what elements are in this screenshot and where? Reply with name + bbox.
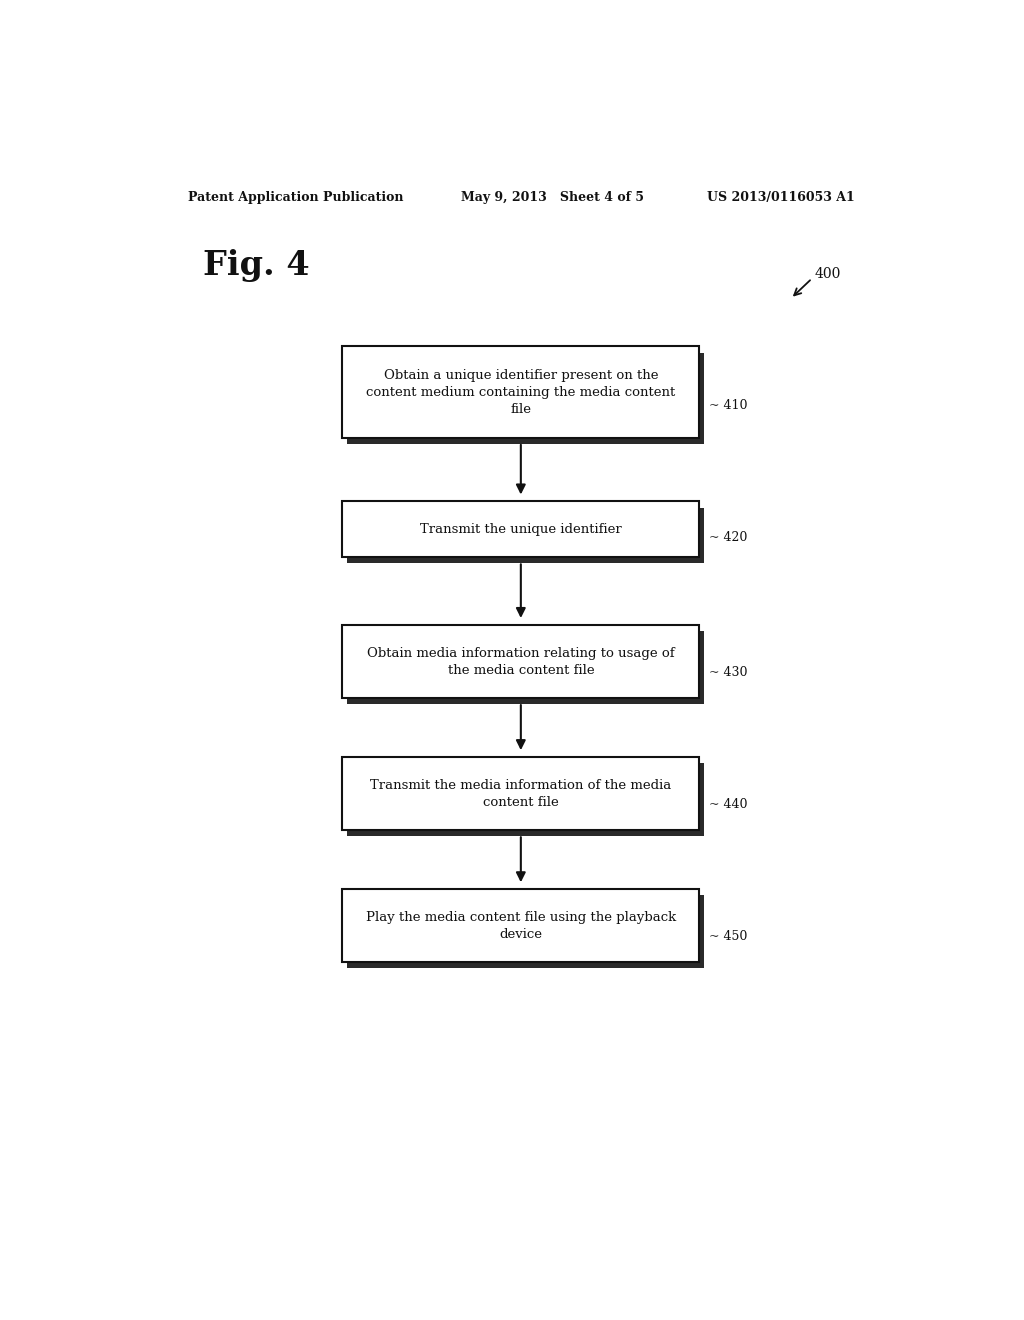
Bar [347, 507, 705, 564]
Text: 400: 400 [814, 267, 841, 281]
Text: Transmit the media information of the media
content file: Transmit the media information of the me… [371, 779, 672, 809]
Text: Play the media content file using the playback
device: Play the media content file using the pl… [366, 911, 676, 941]
Bar [342, 346, 699, 438]
Bar [347, 895, 705, 969]
Bar [342, 758, 699, 830]
Text: Fig. 4: Fig. 4 [204, 248, 310, 281]
Bar [342, 890, 699, 962]
Text: ~ 450: ~ 450 [709, 931, 748, 944]
Text: Patent Application Publication: Patent Application Publication [187, 190, 403, 203]
Bar [347, 352, 705, 444]
Text: ~ 420: ~ 420 [709, 531, 748, 544]
Text: Obtain media information relating to usage of
the media content file: Obtain media information relating to usa… [367, 647, 675, 677]
Bar [342, 624, 699, 698]
Bar [347, 763, 705, 837]
Text: May 9, 2013   Sheet 4 of 5: May 9, 2013 Sheet 4 of 5 [461, 190, 644, 203]
Text: Transmit the unique identifier: Transmit the unique identifier [420, 523, 622, 536]
Text: ~ 410: ~ 410 [709, 400, 748, 412]
Text: ~ 440: ~ 440 [709, 799, 748, 810]
Text: ~ 430: ~ 430 [709, 667, 748, 678]
Bar [347, 631, 705, 704]
Text: Obtain a unique identifier present on the
content medium containing the media co: Obtain a unique identifier present on th… [367, 368, 676, 416]
Bar [342, 502, 699, 557]
Text: US 2013/0116053 A1: US 2013/0116053 A1 [708, 190, 855, 203]
